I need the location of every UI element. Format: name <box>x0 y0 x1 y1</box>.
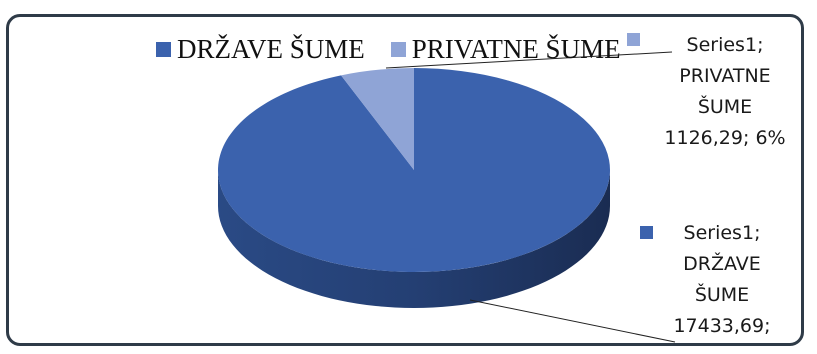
data-label-series-drzave: Series1 <box>683 222 755 244</box>
data-label-category-drzave: DRŽAVE ŠUME <box>683 253 761 306</box>
data-label-key-drzave <box>640 226 653 239</box>
legend-swatch-privatne <box>390 42 406 57</box>
legend-label-drzave: DRŽAVE ŠUME <box>177 34 365 64</box>
data-label-category-privatne: PRIVATNE ŠUME <box>679 65 771 118</box>
leader-line-privatne <box>385 51 673 69</box>
legend-swatch-drzave <box>156 42 171 57</box>
data-label-percent-privatne: 6% <box>755 127 786 149</box>
data-label-drzave: Series1; DRŽAVE ŠUME 17433,69; <box>673 222 771 337</box>
legend-item-privatne: PRIVATNE ŠUME <box>390 34 621 65</box>
data-label-value-privatne: 1126,29 <box>664 127 743 149</box>
pie-side-drzave <box>218 170 610 308</box>
pie-slice-privatne <box>341 68 414 170</box>
chart-legend: DRŽAVE ŠUME PRIVATNE ŠUME <box>156 34 647 65</box>
data-label-privatne: Series1; PRIVATNE ŠUME 1126,29; 6% <box>664 34 786 149</box>
data-label-series-privatne: Series1 <box>686 34 758 56</box>
leader-line-drzave <box>469 299 676 343</box>
data-label-value-drzave: 17433,69 <box>673 315 765 337</box>
legend-item-drzave: DRŽAVE ŠUME <box>156 34 365 65</box>
legend-label-privatne: PRIVATNE ŠUME <box>411 34 621 64</box>
pie-slice-drzave <box>218 68 611 273</box>
data-label-key-privatne <box>627 33 640 46</box>
